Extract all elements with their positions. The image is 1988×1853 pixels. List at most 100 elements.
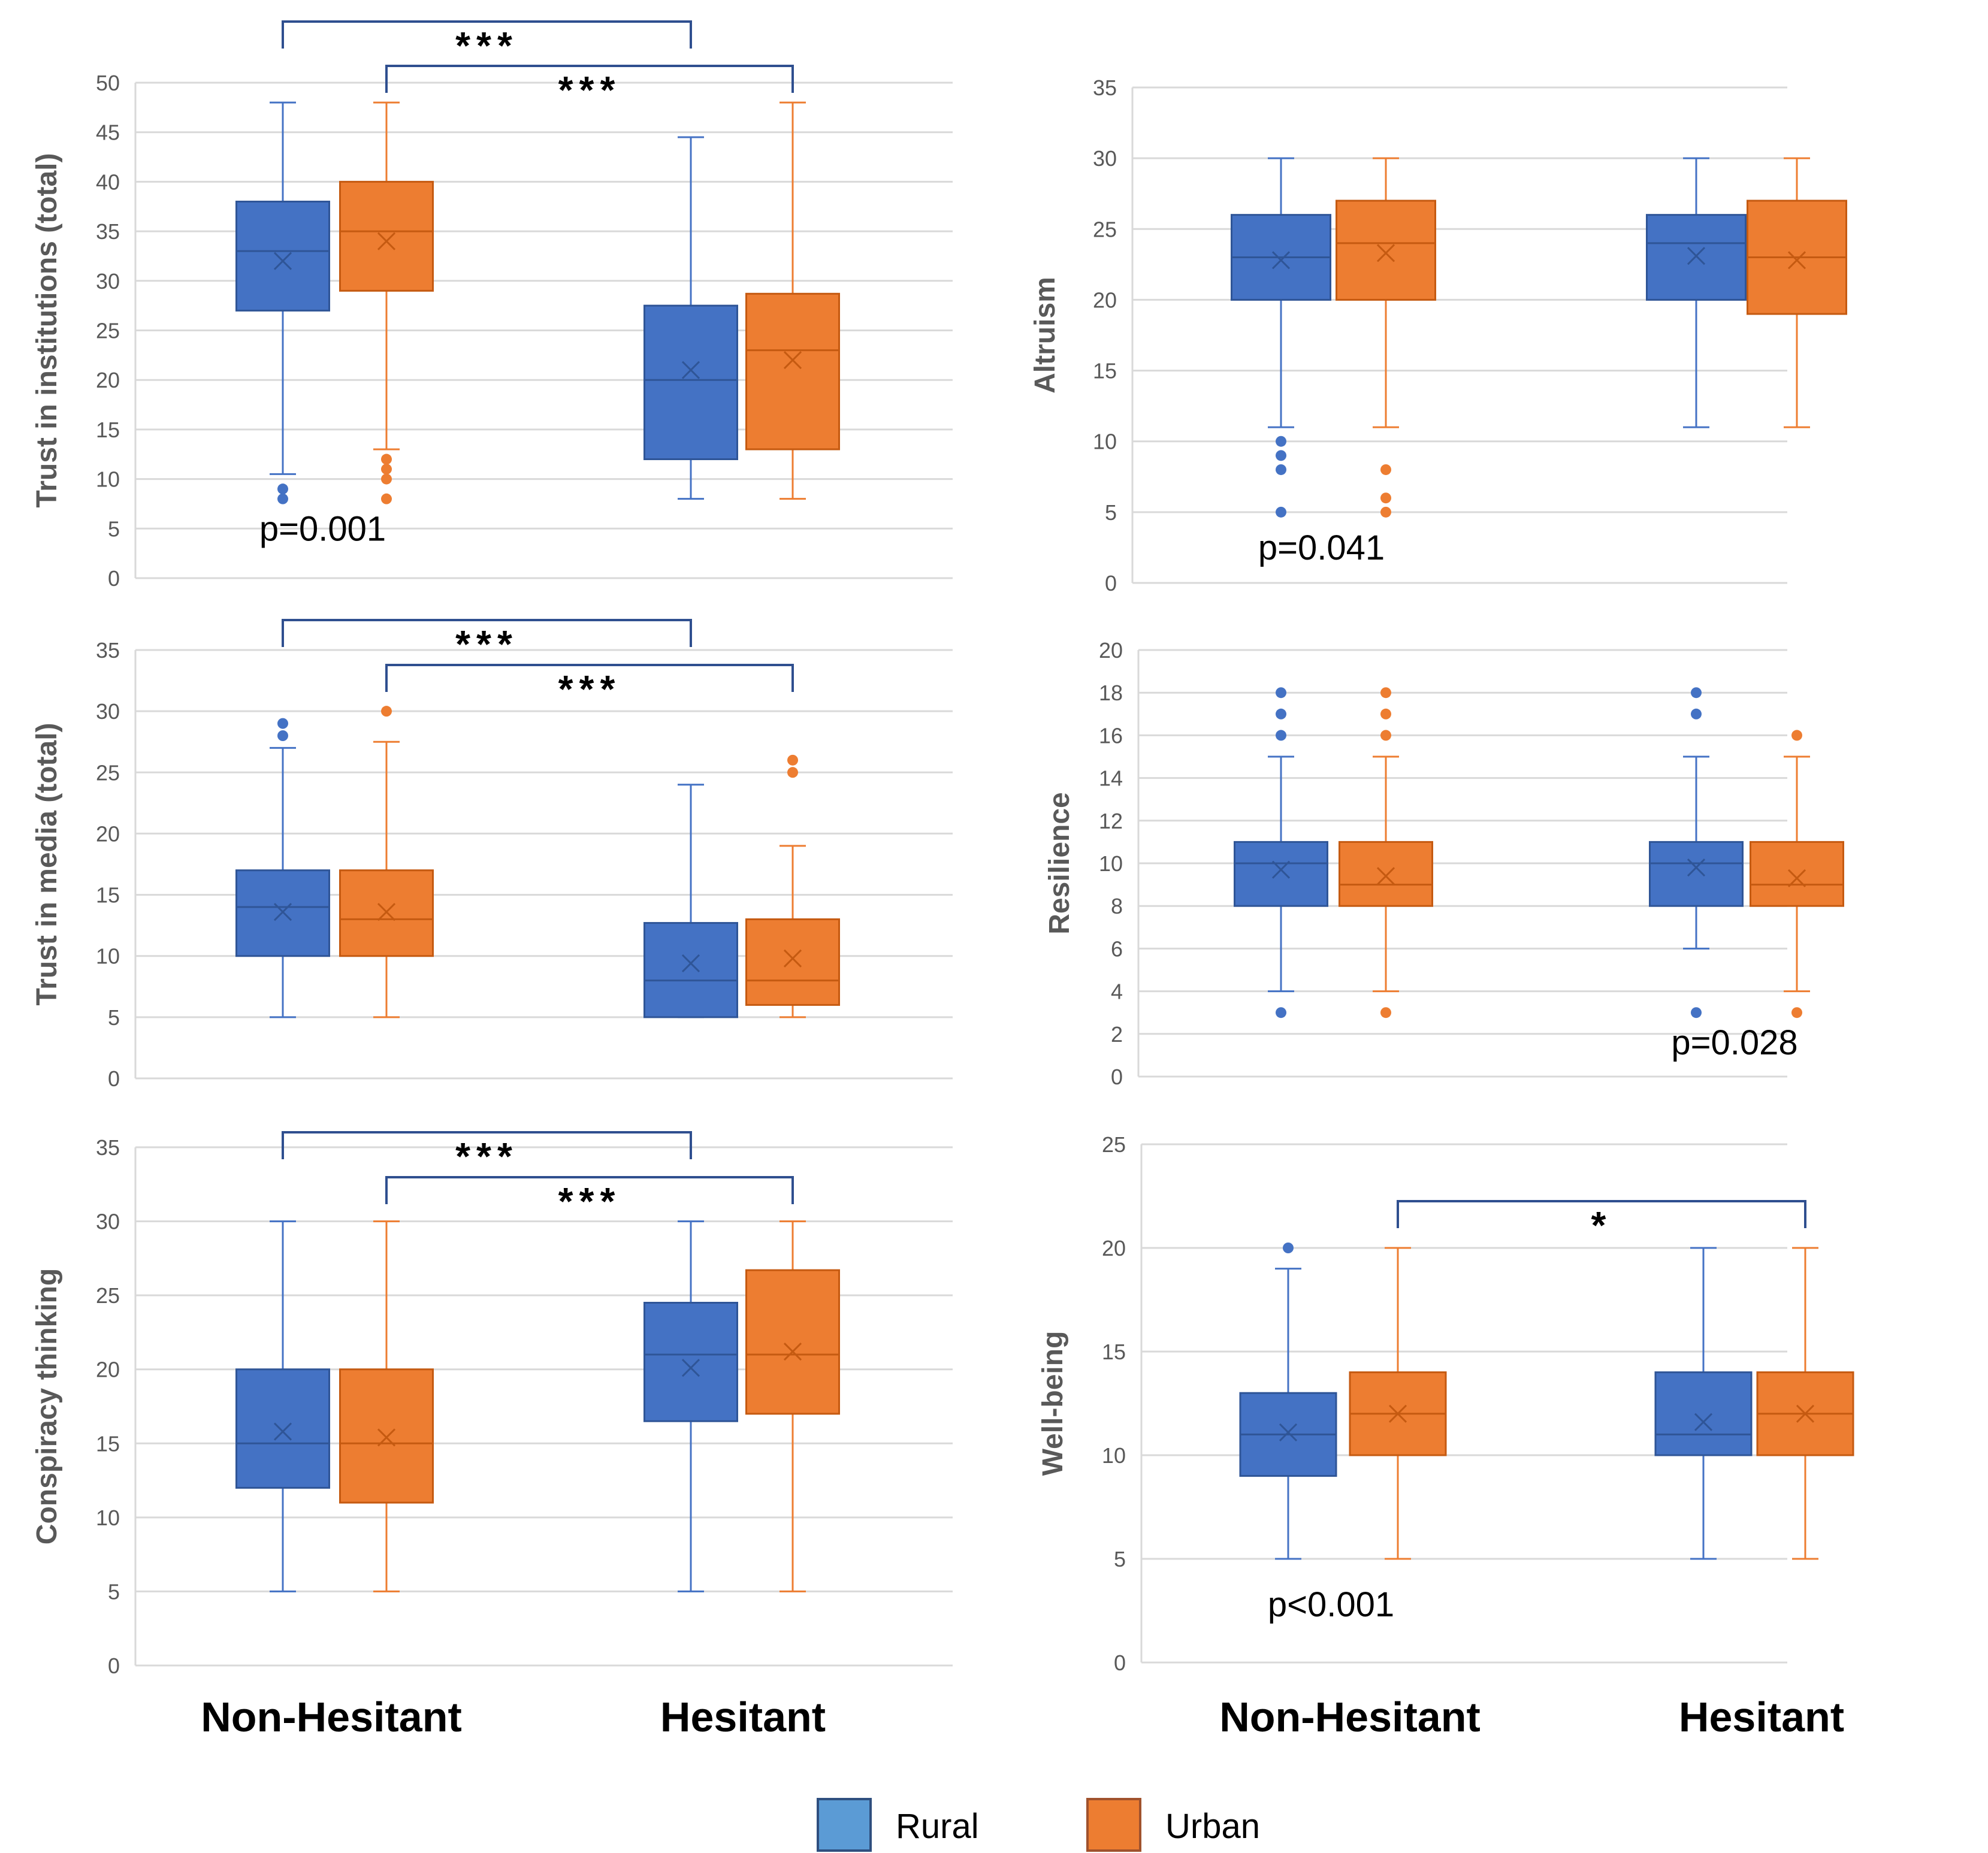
box-iqr — [339, 1368, 434, 1504]
outlier-point — [381, 473, 392, 485]
y-tick-label: 5 — [108, 1005, 120, 1030]
mean-marker — [783, 1342, 802, 1361]
y-tick-label: 0 — [1114, 1651, 1126, 1675]
mean-marker — [783, 351, 802, 370]
y-tick-label: 15 — [96, 418, 120, 442]
box-iqr — [643, 1302, 738, 1422]
box-urban-non-hesitant — [1349, 1247, 1447, 1560]
outlier-point — [1380, 730, 1391, 741]
y-tick-label: 20 — [1093, 288, 1117, 312]
y-tick-label: 5 — [108, 1579, 120, 1604]
legend-label-rural: Rural — [896, 1807, 979, 1846]
y-tick-label: 18 — [1099, 681, 1123, 705]
legend-swatch-rural — [817, 1798, 872, 1852]
box-rural-non-hesitant — [235, 1220, 330, 1592]
box-urban-hesitant — [745, 1220, 840, 1592]
x-category-right-non-hesitant: Non-Hesitant — [1219, 1694, 1481, 1740]
mean-marker — [1376, 867, 1395, 885]
outlier-point — [1276, 450, 1286, 461]
bracket-line — [1397, 1200, 1806, 1228]
significance-stars: * — [1591, 1204, 1612, 1247]
significance-stars: *** — [558, 68, 621, 111]
outlier-point — [1276, 708, 1286, 720]
y-tick-label: 35 — [96, 638, 120, 663]
mean-marker — [1796, 1404, 1815, 1423]
y-tick-label: 15 — [1093, 359, 1117, 383]
significance-stars: *** — [558, 667, 621, 711]
significance-bracket-rural: *** — [282, 1131, 692, 1178]
outlier-point — [1380, 506, 1391, 518]
outlier-point — [1276, 506, 1286, 518]
mean-marker — [681, 361, 700, 379]
mean-marker — [681, 954, 700, 973]
y-tick-label: 30 — [96, 699, 120, 724]
y-tick-label: 35 — [96, 219, 120, 244]
y-tick-label: 35 — [96, 1135, 120, 1160]
bracket-line — [282, 1131, 692, 1159]
bracket-line — [385, 65, 794, 93]
y-tick-label: 8 — [1111, 894, 1123, 918]
mean-marker — [1787, 869, 1806, 887]
outlier-point — [381, 464, 392, 475]
bracket-line — [385, 1176, 794, 1204]
outlier-point — [381, 493, 392, 504]
y-tick-label: 0 — [108, 566, 120, 591]
outlier-point — [1380, 687, 1391, 699]
outlier-point — [1691, 687, 1702, 699]
box-iqr — [235, 1368, 330, 1489]
y-tick-label: 30 — [96, 269, 120, 294]
box-urban-non-hesitant — [339, 1220, 434, 1592]
y-axis-label: Well-being — [1037, 1331, 1069, 1476]
outlier-point — [787, 767, 798, 778]
y-tick-label: 0 — [1111, 1065, 1123, 1089]
outlier-point — [1380, 708, 1391, 720]
box-rural-non-hesitant — [1234, 687, 1328, 1018]
box-rural-non-hesitant — [235, 718, 330, 1018]
panel-trust-media: 0 5 10 15 20 25 30 35 Trust in media (total) *** *… — [31, 619, 953, 1091]
y-tick-label: 20 — [96, 821, 120, 846]
legend: Rural Urban — [817, 1798, 1260, 1852]
mean-marker — [1271, 860, 1291, 879]
mean-marker — [377, 903, 396, 921]
box-rural-hesitant — [643, 136, 738, 500]
mean-marker — [273, 903, 292, 921]
y-tick-label: 4 — [1111, 980, 1123, 1004]
outlier-point — [1791, 730, 1802, 741]
box-urban-non-hesitant — [1339, 687, 1433, 1018]
outlier-point — [1380, 464, 1391, 475]
outlier-point — [277, 730, 288, 741]
p-value-label: p=0.041 — [1258, 528, 1385, 567]
mean-marker — [377, 1428, 396, 1447]
y-tick-label: 15 — [96, 883, 120, 908]
panel-resilience: 0 2 4 6 8 10 12 14 16 18 20 Resilience p=0.028 — [1044, 638, 1844, 1089]
outlier-point — [1276, 687, 1286, 699]
x-category-left-non-hesitant: Non-Hesitant — [201, 1694, 462, 1740]
box-urban-hesitant — [1756, 1247, 1854, 1560]
y-tick-label: 5 — [108, 516, 120, 541]
mean-marker — [1687, 247, 1706, 265]
y-tick-label: 5 — [1114, 1547, 1126, 1571]
y-tick-label: 45 — [96, 120, 120, 145]
y-tick-label: 14 — [1099, 766, 1123, 791]
box-urban-non-hesitant — [1336, 157, 1436, 518]
y-tick-label: 0 — [1105, 571, 1117, 596]
outlier-point — [1283, 1243, 1294, 1253]
outlier-point — [381, 706, 392, 717]
box-rural-hesitant — [643, 784, 738, 1018]
y-tick-label: 10 — [1102, 1443, 1126, 1468]
y-tick-label: 10 — [96, 467, 120, 492]
p-value-label: p<0.001 — [1268, 1585, 1394, 1624]
box-iqr — [1339, 841, 1433, 907]
y-tick-label: 12 — [1099, 809, 1123, 833]
outlier-point — [1276, 730, 1286, 741]
bracket-line — [282, 20, 692, 49]
y-tick-label: 20 — [96, 1358, 120, 1382]
y-axis-label: Trust in media (total) — [31, 723, 63, 1005]
box-iqr — [745, 292, 840, 451]
outlier-point — [1380, 1007, 1391, 1018]
box-rural-non-hesitant — [1231, 157, 1331, 518]
y-tick-label: 2 — [1111, 1022, 1123, 1047]
y-tick-label: 25 — [96, 319, 120, 343]
